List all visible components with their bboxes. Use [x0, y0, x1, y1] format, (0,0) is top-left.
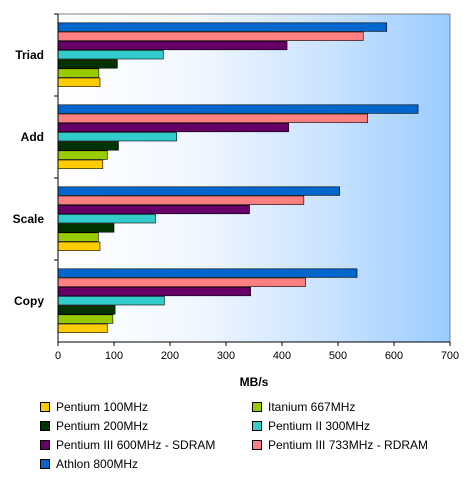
x-tick-label: 400	[273, 350, 291, 362]
x-tick-label: 100	[105, 350, 123, 362]
bar-triad-2	[57, 59, 118, 69]
bar-copy-4	[57, 286, 251, 297]
bar-copy-2	[57, 305, 116, 315]
bar-scale-1	[57, 232, 99, 242]
bar-triad-1	[57, 68, 100, 78]
bar-add-5	[57, 113, 368, 123]
legend-label: Itanium 667MHz	[268, 400, 356, 414]
bar-triad-6	[57, 22, 388, 32]
bar-copy-0	[57, 323, 108, 333]
bar-scale-4	[57, 204, 250, 215]
bar-add-3	[57, 132, 178, 142]
x-tick-label: 0	[55, 350, 61, 362]
bars-group	[57, 22, 419, 333]
bar-copy-5	[57, 277, 306, 287]
bar-copy-6	[57, 268, 358, 278]
category-label-scale: Scale	[13, 212, 45, 226]
x-tick-label: 700	[441, 350, 459, 362]
bar-add-0	[57, 159, 104, 169]
bar-copy-3	[57, 296, 165, 306]
legend-label: Pentium II 300MHz	[268, 419, 371, 433]
legend-swatch	[252, 402, 262, 412]
legend-label: Pentium 200MHz	[56, 419, 149, 433]
legend-label: Pentium III 600MHz - SDRAM	[56, 438, 216, 452]
bar-scale-5	[57, 195, 305, 205]
bar-add-1	[57, 150, 108, 160]
legend-item: Itanium 667MHz	[252, 400, 355, 414]
x-tick-label: 600	[385, 350, 403, 362]
bar-copy-1	[57, 314, 114, 324]
legend-swatch	[40, 440, 50, 450]
x-tick-label: 500	[329, 350, 347, 362]
bar-triad-0	[57, 77, 101, 87]
bar-scale-0	[57, 241, 101, 251]
legend-item: Athlon 800MHz	[40, 457, 138, 471]
legend-item: Pentium III 733MHz - RDRAM	[252, 438, 428, 452]
bar-add-4	[57, 122, 290, 133]
bar-add-2	[57, 141, 119, 151]
axes-group: Triad Add Scale Copy 0 100 200 300 400 500 600 700	[13, 13, 459, 362]
bar-triad-5	[57, 31, 364, 41]
x-tick-label: 200	[161, 350, 179, 362]
category-label-triad: Triad	[15, 48, 44, 62]
legend-swatch	[252, 440, 262, 450]
legend-swatch	[252, 421, 262, 431]
bar-scale-2	[57, 223, 115, 233]
legend-label: Athlon 800MHz	[56, 457, 139, 471]
legend-label: Pentium III 733MHz - RDRAM	[268, 438, 429, 452]
bar-triad-4	[57, 40, 288, 51]
legend-swatch	[40, 421, 50, 431]
legend-swatch	[40, 459, 50, 469]
bar-add-6	[57, 104, 419, 114]
x-axis-title: MB/s	[240, 375, 269, 389]
category-label-copy: Copy	[14, 294, 44, 308]
legend-swatch	[40, 402, 50, 412]
legend-item: Pentium 100MHz	[40, 400, 148, 414]
legend-item: Pentium III 600MHz - SDRAM	[40, 438, 215, 452]
bar-scale-3	[57, 214, 156, 224]
category-label-add: Add	[21, 130, 44, 144]
bar-scale-6	[57, 186, 340, 196]
x-tick-label: 300	[217, 350, 235, 362]
legend-item: Pentium 200MHz	[40, 419, 148, 433]
legend-item: Pentium II 300MHz	[252, 419, 370, 433]
bar-triad-3	[57, 50, 164, 60]
legend-label: Pentium 100MHz	[56, 400, 149, 414]
